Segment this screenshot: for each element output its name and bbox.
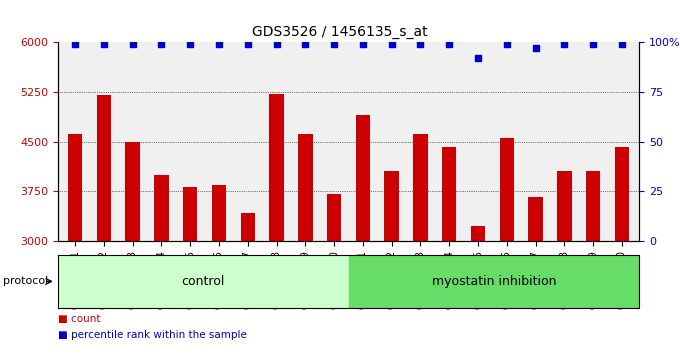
Point: [156, 42, 167, 47]
Point: [185, 42, 196, 47]
Bar: [615, 147, 629, 241]
Point: [588, 42, 598, 47]
Bar: [356, 115, 370, 241]
Point: [617, 42, 628, 47]
Bar: [528, 197, 543, 241]
Text: ■ count: ■ count: [58, 314, 101, 324]
Bar: [298, 134, 313, 241]
Point: [242, 42, 253, 47]
Bar: [413, 134, 428, 241]
Bar: [384, 171, 399, 241]
Bar: [97, 95, 111, 241]
Point: [127, 42, 138, 47]
Bar: [471, 226, 486, 241]
Text: GDS3526 / 1456135_s_at: GDS3526 / 1456135_s_at: [252, 25, 428, 39]
Point: [99, 42, 109, 47]
Point: [501, 42, 512, 47]
Bar: [68, 134, 82, 241]
Bar: [211, 184, 226, 241]
Bar: [586, 171, 600, 241]
Bar: [557, 171, 572, 241]
Point: [328, 42, 339, 47]
Bar: [269, 94, 284, 241]
Text: protocol: protocol: [3, 276, 49, 286]
Bar: [58, 255, 348, 308]
Point: [271, 42, 282, 47]
Bar: [183, 187, 197, 241]
Point: [358, 42, 369, 47]
Bar: [125, 142, 140, 241]
Bar: [327, 194, 341, 241]
Bar: [154, 175, 169, 241]
Text: ■ percentile rank within the sample: ■ percentile rank within the sample: [58, 330, 247, 340]
Point: [214, 42, 224, 47]
Point: [415, 42, 426, 47]
Point: [530, 46, 541, 51]
Point: [473, 56, 483, 61]
Point: [300, 42, 311, 47]
Text: myostatin inhibition: myostatin inhibition: [432, 275, 556, 288]
Bar: [500, 138, 514, 241]
Bar: [241, 213, 255, 241]
Bar: [348, 255, 639, 308]
Text: control: control: [182, 275, 225, 288]
Point: [69, 42, 80, 47]
Point: [559, 42, 570, 47]
Bar: [442, 147, 456, 241]
Point: [444, 42, 455, 47]
Point: [386, 42, 397, 47]
